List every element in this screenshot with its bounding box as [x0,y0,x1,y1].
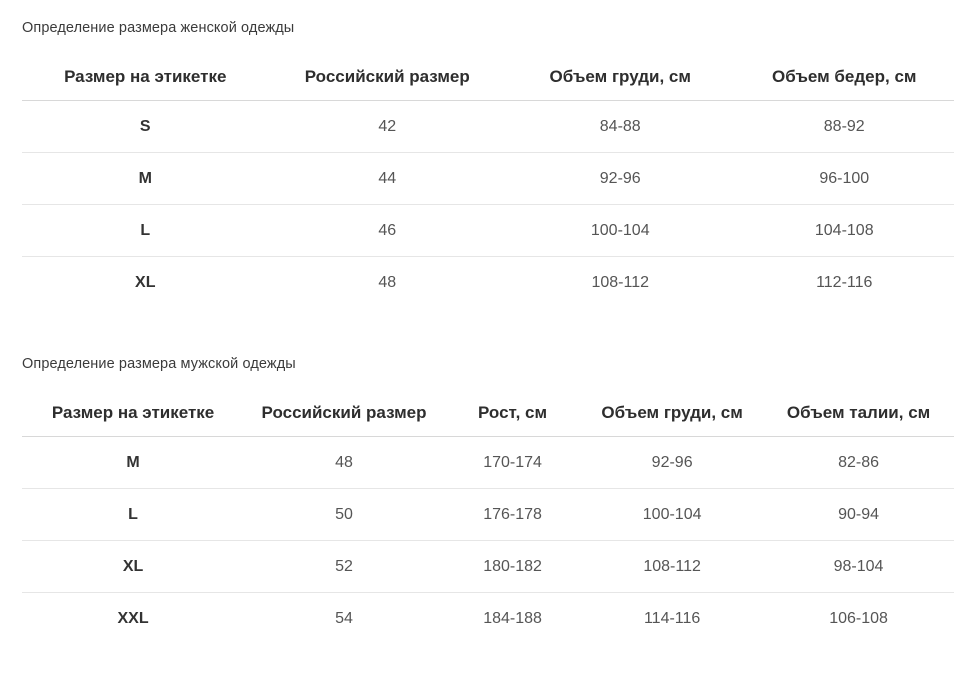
table-cell: 54 [244,592,444,644]
table-cell: 42 [378,117,397,135]
table-cell: 98-104 [763,540,954,593]
men-table-title: Определение размера мужской одежды [22,356,296,372]
table-cell: 108-112 [506,256,735,308]
table-row: M 48 170-174 92-96 82-86 [22,437,954,489]
column-header: Объем талии, см [763,390,954,437]
column-header: Размер на этикетке [22,54,269,101]
header-row: Размер на этикетке Российский размер Объем… [22,54,954,101]
table-cell: 84-88 [599,117,641,135]
table-row: XXL 54 184-188 114-116 106-108 [22,592,954,644]
table-row: XL 52 180-182 108-112 98-104 [22,540,954,593]
table-cell: 48 [268,256,506,308]
size-label-cell: XL [22,540,245,593]
table-cell: 44 [268,152,506,205]
table-cell: 112-116 [734,256,954,308]
column-header: Рост, см [443,390,582,437]
table-cell: 92-96 [506,152,735,205]
table-cell: 50 [244,488,444,541]
table-row: L 50 176-178 100-104 90-94 [22,488,954,541]
size-label-cell: L [22,204,269,257]
size-label-cell: XL [22,256,269,308]
men-size-section: Определение размера мужской одежды Разме… [22,356,954,644]
table-row: XL 48 108-112 112-116 [22,256,954,308]
table-cell: 104-108 [734,204,954,257]
column-header: Объем груди, см [581,390,764,437]
table-cell: 88-92 [823,117,865,135]
women-size-section: Определение размера женской одежды Разме… [22,20,954,308]
table-cell: 100-104 [581,488,764,541]
column-header: Объем груди, см [506,54,735,101]
table-cell: 108-112 [581,540,764,593]
table-cell: 170-174 [483,453,542,471]
header-row: Размер на этикетке Российский размер Рост,… [22,390,954,437]
table-cell: 96-100 [734,152,954,205]
men-table-body: M 48 170-174 92-96 82-86 L 50 176-178 100-104 90-… [22,437,954,644]
women-table-header: Размер на этикетке Российский размер Объем… [22,54,954,101]
table-row: M 44 92-96 96-100 [22,152,954,205]
size-label-cell: M [126,453,140,471]
men-size-table: Размер на этикетке Российский размер Рост,… [22,390,954,644]
table-cell: 90-94 [763,488,954,541]
size-label-cell: XXL [22,592,245,644]
size-label-cell: S [139,117,151,135]
table-cell: 52 [244,540,444,593]
table-cell: 48 [335,453,353,471]
table-cell: 92-96 [651,453,693,471]
column-header: Российский размер [268,54,506,101]
table-cell: 106-108 [763,592,954,644]
table-row: L 46 100-104 104-108 [22,204,954,257]
size-label-cell: M [22,152,269,205]
men-table-header: Размер на этикетке Российский размер Рост,… [22,390,954,437]
column-header: Российский размер [244,390,444,437]
table-cell: 180-182 [443,540,582,593]
table-cell: 184-188 [443,592,582,644]
table-cell: 46 [268,204,506,257]
size-label-cell: L [22,488,245,541]
women-table-title: Определение размера женской одежды [22,20,295,36]
women-size-table: Размер на этикетке Российский размер Объем… [22,54,954,308]
column-header: Размер на этикетке [22,390,245,437]
table-cell: 100-104 [506,204,735,257]
table-row: S 42 84-88 88-92 [22,101,954,153]
table-cell: 114-116 [581,592,764,644]
women-table-body: S 42 84-88 88-92 M 44 92-96 96-100 L 46 100-104 104… [22,101,954,308]
table-cell: 82-86 [838,453,879,471]
table-cell: 176-178 [443,488,582,541]
column-header: Объем бедер, см [734,54,954,101]
